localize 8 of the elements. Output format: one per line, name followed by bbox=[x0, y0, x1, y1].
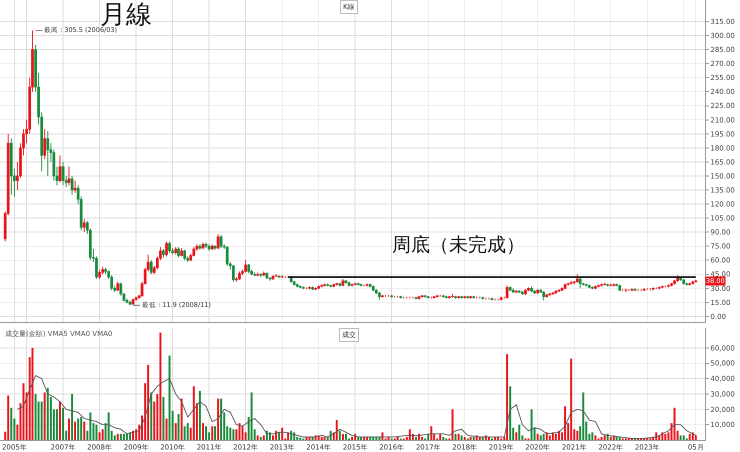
candlestick bbox=[360, 284, 362, 286]
candlestick bbox=[597, 284, 600, 288]
line-series bbox=[16, 375, 696, 439]
candlestick bbox=[667, 284, 670, 288]
candlestick bbox=[350, 284, 354, 286]
annotation: 周底（未完成） bbox=[392, 234, 525, 256]
candlestick bbox=[323, 284, 326, 286]
candlestick bbox=[600, 284, 603, 286]
